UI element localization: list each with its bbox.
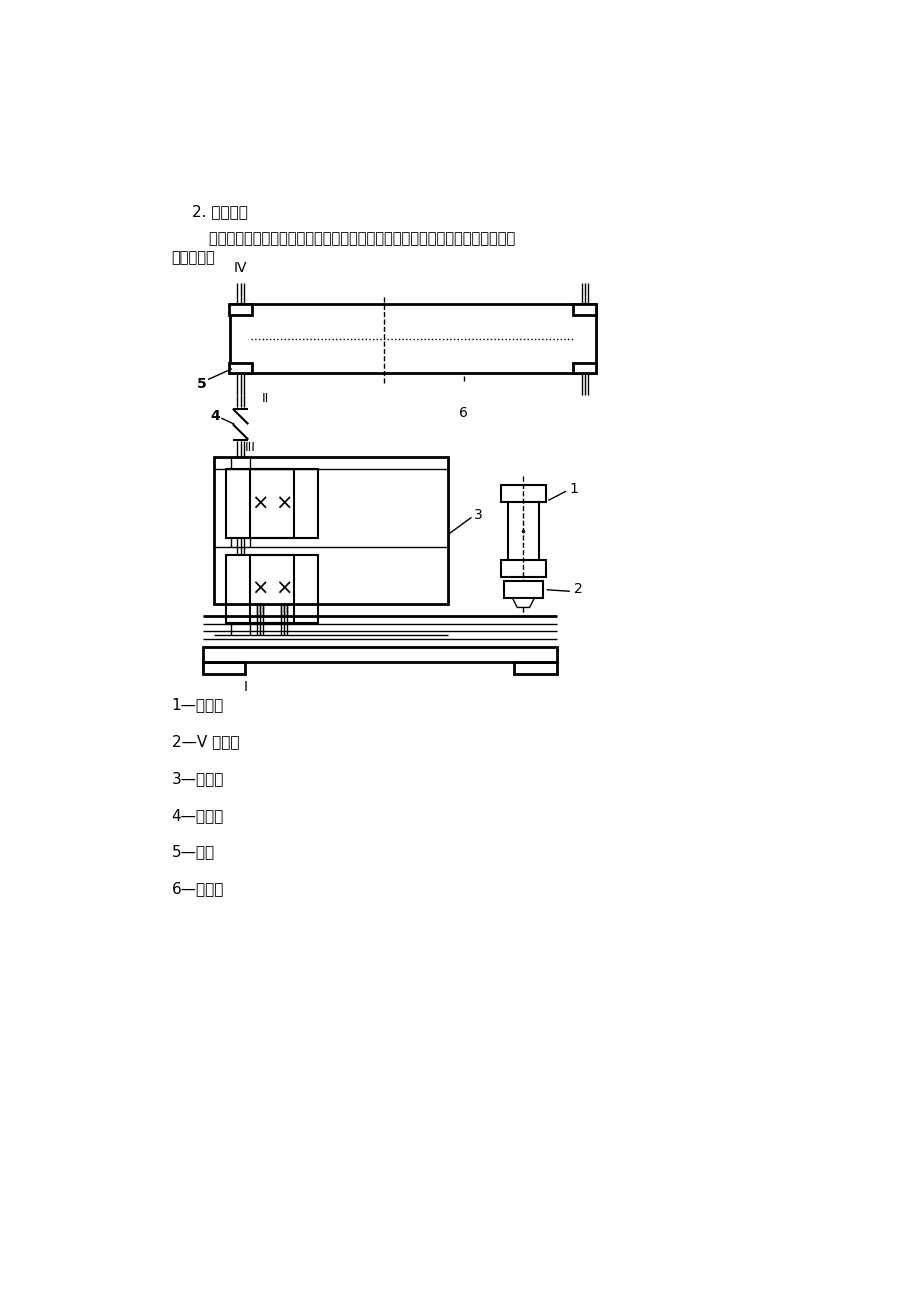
Bar [501, 486, 545, 503]
Polygon shape [512, 598, 534, 608]
Text: 6: 6 [459, 406, 468, 419]
Text: 6—输送带: 6—输送带 [171, 881, 223, 897]
Text: 3—减速器: 3—减速器 [171, 771, 223, 785]
Text: ×: × [275, 493, 292, 513]
Text: I: I [243, 680, 247, 694]
Text: 2: 2 [573, 582, 582, 596]
Bar [501, 560, 545, 577]
Bar [225, 469, 294, 538]
Bar [229, 305, 252, 315]
Bar [504, 581, 542, 598]
Bar [230, 305, 595, 374]
Bar [573, 362, 596, 374]
Text: 1: 1 [569, 482, 578, 496]
Text: 4: 4 [210, 410, 221, 423]
Text: 据所给题目：设计一带式输送机的传动装置（两级同轴式圆柱斜齿轮减速器）方: 据所给题目：设计一带式输送机的传动装置（两级同轴式圆柱斜齿轮减速器）方 [171, 230, 515, 246]
Text: 3: 3 [473, 508, 482, 522]
Text: 1—电动机: 1—电动机 [171, 697, 223, 712]
Text: IV: IV [233, 260, 247, 275]
Bar [202, 663, 245, 673]
Bar [202, 647, 556, 663]
Text: 5—鼓轮: 5—鼓轮 [171, 845, 214, 859]
Text: 5: 5 [197, 378, 207, 391]
Text: ×: × [251, 579, 268, 599]
Bar [214, 457, 448, 604]
Bar [507, 499, 539, 564]
Text: 案图如下：: 案图如下： [171, 250, 215, 266]
Text: 2. 设计方案: 2. 设计方案 [192, 204, 248, 219]
Bar [225, 555, 294, 622]
Text: 4—联轴器: 4—联轴器 [171, 807, 223, 823]
Bar [250, 555, 318, 622]
Text: ×: × [275, 579, 292, 599]
Text: III: III [244, 441, 255, 454]
Text: 2—V 带传动: 2—V 带传动 [171, 734, 239, 749]
Bar [573, 305, 596, 315]
Bar [514, 663, 556, 673]
Text: II: II [262, 392, 269, 405]
Bar [250, 469, 318, 538]
Text: ×: × [251, 493, 268, 513]
Bar [229, 362, 252, 374]
